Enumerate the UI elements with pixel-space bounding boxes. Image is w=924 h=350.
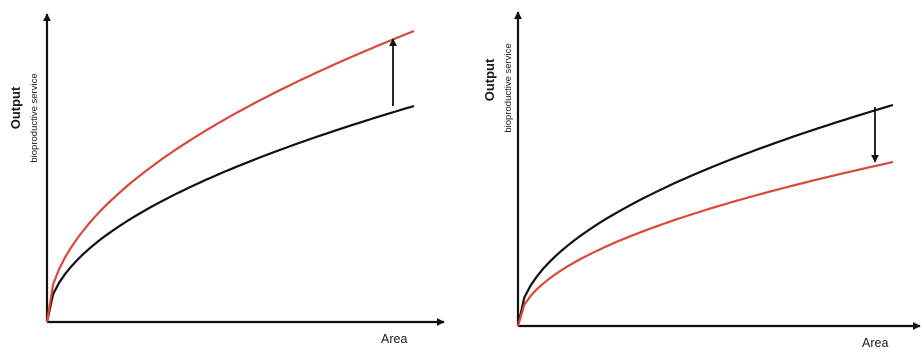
right-x-axis-label: Area (862, 336, 888, 350)
right-y-axis-label: Output (482, 58, 497, 101)
left-baseline-curve (45, 104, 415, 323)
right-changed-curve (516, 160, 894, 327)
right-y-axis-sublabel: bioproductive service (503, 43, 514, 132)
panel-right: Output bioproductive service Area (482, 11, 921, 350)
panel-left: Output bioproductive service Area (8, 13, 445, 346)
left-x-axis-label: Area (381, 332, 407, 346)
left-y-axis-label: Output (8, 86, 23, 129)
left-y-axis-sublabel: bioproductive service (29, 73, 40, 162)
right-baseline-curve (516, 103, 894, 327)
left-changed-curve (45, 29, 415, 323)
